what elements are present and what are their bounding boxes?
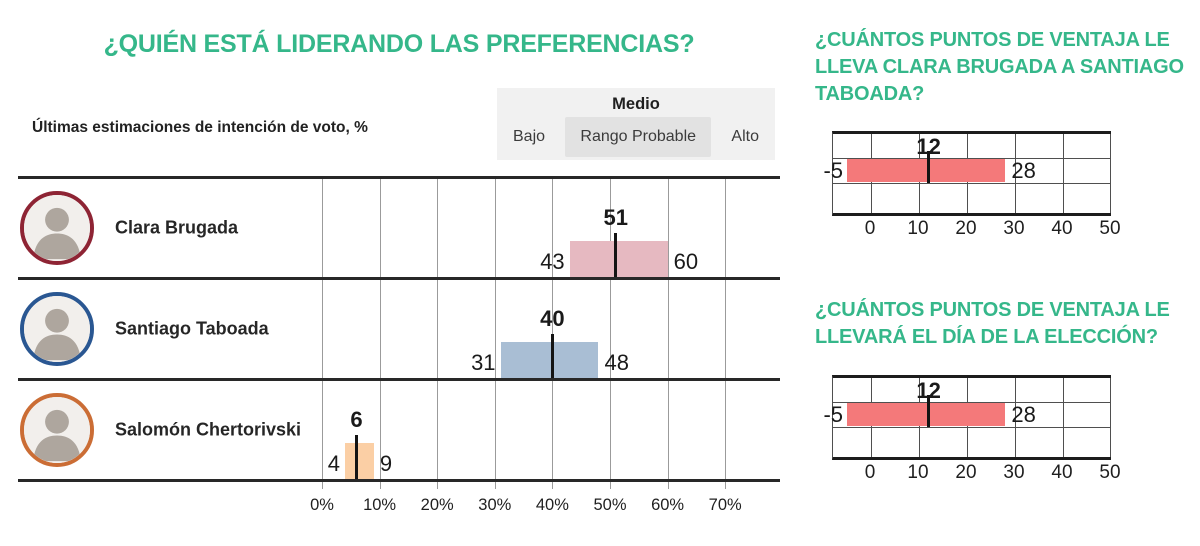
high-value: 28 [1011, 158, 1036, 183]
x-axis-tick-label: 60% [651, 496, 685, 514]
band-top-line [833, 402, 1111, 403]
x-axis-tick-label: 20 [955, 462, 977, 483]
low-value: 4 [327, 451, 341, 476]
band-bottom-line [833, 427, 1111, 428]
median-value: 40 [540, 306, 565, 331]
range-bar [345, 443, 374, 479]
x-axis-tick-label: 40 [1051, 462, 1073, 483]
gridline [1063, 378, 1064, 457]
candidate-rows: Clara Brugada 51 43 60 Santiago Taboada … [18, 176, 780, 482]
high-value: 48 [604, 350, 629, 375]
title-line: ¿CUÁNTOS PUNTOS DE VENTAJA LE [815, 299, 1170, 321]
candidate-row-santiago-taboada: Santiago Taboada 40 31 48 [18, 280, 780, 381]
person-silhouette-icon [24, 195, 90, 261]
title-line: LLEVARÁ EL DÍA DE LA ELECCIÓN? [815, 326, 1158, 348]
band-bottom-line [833, 183, 1111, 184]
legend-alto-label: Alto [731, 128, 759, 145]
legend-row: Bajo Rango Probable Alto [497, 117, 775, 157]
candidate-row-clara-brugada: Clara Brugada 51 43 60 [18, 179, 780, 280]
high-value: 9 [379, 451, 393, 476]
mini-chart-advantage-election-day: 12 -5 28 [823, 375, 1111, 460]
x-axis-tick-label: 50 [1099, 218, 1121, 239]
mini-chart-advantage-now: 12 -5 28 [823, 131, 1111, 216]
mini-chart-2-title: ¿CUÁNTOS PUNTOS DE VENTAJA LE LLEVARÁ EL… [815, 297, 1170, 351]
x-axis-tick-label: 0 [864, 462, 876, 483]
title-line: ¿CUÁNTOS PUNTOS DE VENTAJA LE [815, 29, 1170, 51]
range-bar [500, 342, 599, 378]
band-top-line [833, 158, 1111, 159]
candidate-name: Santiago Taboada [115, 318, 269, 339]
range-bar [847, 159, 1006, 182]
high-value: 28 [1011, 402, 1036, 427]
median-value: 6 [350, 407, 363, 432]
title-line: TABOADA? [815, 83, 925, 105]
high-value: 60 [673, 249, 699, 274]
median-value: 12 [916, 378, 941, 403]
low-value: -5 [823, 402, 843, 427]
x-axis-tick-label: 0% [310, 496, 334, 514]
x-axis-tick-label: 30% [478, 496, 512, 514]
x-axis-tick-label: 0 [864, 218, 876, 239]
legend-rango-probable-label: Rango Probable [580, 128, 697, 145]
median-line [927, 151, 931, 183]
person-silhouette-icon [24, 397, 90, 463]
low-value: 31 [471, 350, 496, 375]
x-axis-tick-label: 10% [363, 496, 397, 514]
low-value: -5 [823, 158, 843, 183]
legend-rango-probable-box: Rango Probable [565, 117, 712, 157]
x-axis-tick-label: 20 [955, 218, 977, 239]
x-axis-tick-label: 30 [1003, 462, 1025, 483]
gridline [1110, 378, 1111, 457]
median-value: 12 [916, 134, 941, 159]
median-value: 51 [603, 205, 628, 230]
x-axis-tick-label: 30 [1003, 218, 1025, 239]
range-bar [569, 241, 668, 277]
candidate-row-salomon-chertorivski: Salomón Chertorivski 6 4 9 [18, 381, 780, 482]
x-axis-tick-label: 40 [1051, 218, 1073, 239]
gridline [1110, 134, 1111, 213]
candidate-name: Salomón Chertorivski [115, 419, 302, 440]
mini-chart-2-x-axis: 0 10 20 30 40 50 [832, 462, 1121, 484]
low-value: 43 [540, 249, 565, 274]
legend-medio-label: Medio [612, 95, 660, 113]
x-axis-tick-label: 10 [907, 218, 929, 239]
person-silhouette-icon [24, 296, 90, 362]
gridline [1063, 134, 1064, 213]
x-axis-tick-label: 70% [708, 496, 742, 514]
x-axis-tick-label: 20% [420, 496, 454, 514]
gridline [1015, 134, 1016, 213]
chart-subtitle: Últimas estimaciones de intención de vot… [32, 119, 368, 136]
mini-chart-1-x-axis: 0 10 20 30 40 50 [832, 218, 1121, 240]
median-line [927, 395, 931, 427]
median-line [614, 233, 618, 277]
range-legend: Medio Bajo Rango Probable Alto [497, 88, 775, 160]
avatar-santiago-taboada [20, 292, 94, 366]
x-axis-tick-label: 40% [535, 496, 569, 514]
avatar-salomon-chertorivski [20, 393, 94, 467]
gridline [1015, 378, 1016, 457]
x-axis-tick-label: 50 [1099, 462, 1121, 483]
avatar-clara-brugada [20, 191, 94, 265]
candidate-name: Clara Brugada [115, 217, 239, 238]
range-bar [847, 403, 1006, 426]
title-line: LLEVA CLARA BRUGADA A SANTIAGO [815, 56, 1184, 78]
legend-bajo-label: Bajo [513, 128, 546, 145]
median-line [355, 435, 359, 479]
median-line [550, 334, 554, 378]
x-axis-tick-label: 10 [907, 462, 929, 483]
main-chart-x-axis: 0% 10% 20% 30% 40% 50% 60% 70% [18, 496, 780, 516]
page-title: ¿QUIÉN ESTÁ LIDERANDO LAS PREFERENCIAS? [103, 30, 695, 58]
x-axis-tick-label: 50% [593, 496, 627, 514]
mini-chart-1-title: ¿CUÁNTOS PUNTOS DE VENTAJA LE LLEVA CLAR… [815, 27, 1184, 108]
